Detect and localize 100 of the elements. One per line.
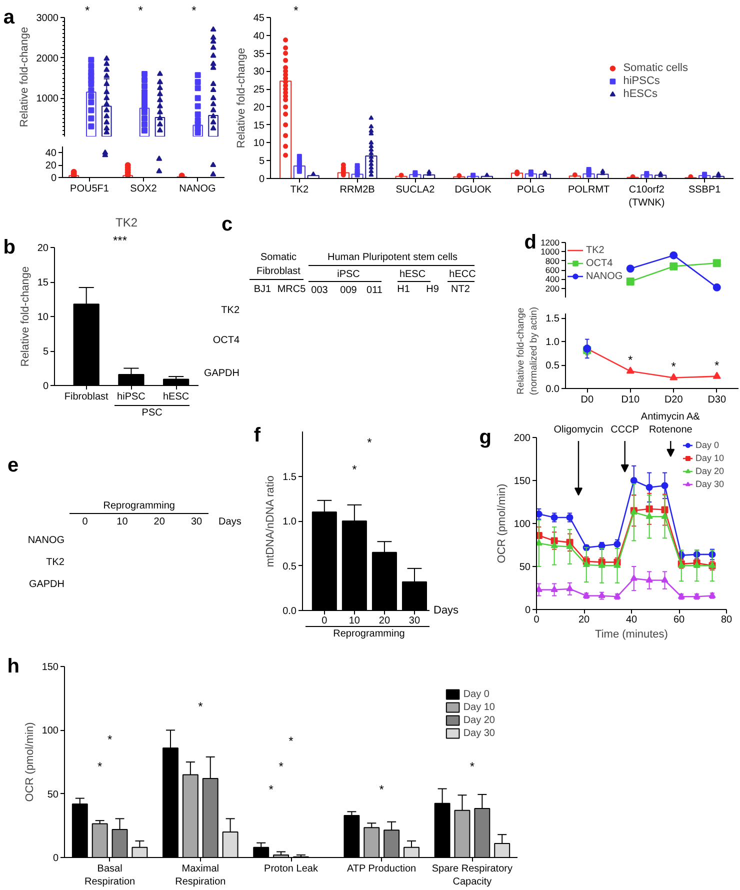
y-tick-label: 10	[253, 138, 265, 150]
y-tick-label: 800	[545, 256, 560, 266]
text: TK2	[221, 305, 240, 316]
y-tick-label: 0	[50, 173, 57, 184]
y-tick-label: 0.5	[546, 360, 560, 372]
x-tick-label: 80	[720, 614, 732, 626]
y-tick-label: 30	[253, 66, 265, 78]
x-tick-label: 0	[322, 616, 328, 626]
y-tick-label: 1200	[540, 238, 560, 248]
text: H1	[397, 284, 410, 295]
text: CCCP	[610, 424, 640, 436]
x-tick-label: POLG	[517, 184, 546, 196]
y-tick-label: GAPDH	[28, 579, 64, 590]
y-axis-title: Relative fold-change	[18, 26, 30, 128]
x-tick-label: hESC	[163, 392, 190, 402]
y-tick-label: 35	[253, 48, 265, 60]
annotation: *	[352, 462, 358, 476]
y-axis-title: OCR (pmol/min)	[24, 722, 36, 802]
y-tick-label: NANOG	[28, 535, 65, 546]
y-tick-label: 200	[545, 283, 560, 294]
x-tick-label: SSBP1	[688, 184, 722, 196]
x-tick-label: 0	[534, 614, 540, 626]
x-tick-label: D10	[621, 394, 640, 406]
y-tick-label: 45	[253, 13, 265, 24]
y-tick-label: 1.5	[546, 314, 560, 325]
y-axis-title: OCR (pmol/min)	[496, 484, 508, 564]
text: MRC5	[277, 284, 306, 295]
legend-label: hiPSCs	[623, 75, 660, 87]
text: Days	[434, 604, 460, 616]
annotation: *	[268, 782, 274, 796]
x-tick-label: 30	[408, 616, 420, 626]
text: OCT4	[212, 335, 240, 346]
y-tick-label: 0.0	[282, 606, 297, 617]
y-tick-label: 0	[524, 605, 531, 616]
y-tick-label: 100	[42, 726, 59, 737]
y-tick-label: 25	[253, 84, 265, 96]
y-tick-label: 50	[47, 789, 59, 800]
annotation: *	[98, 759, 102, 774]
annotation: *	[470, 759, 475, 774]
x-tick-label: 0	[82, 516, 88, 528]
y-tick-label: 20	[253, 102, 265, 114]
legend-label: TK2	[586, 244, 606, 256]
legend-label: Day 20	[463, 714, 495, 726]
y-axis-title: Relative fold-change (normalized by actin)	[515, 306, 540, 396]
x-tick-label: Fibroblast	[64, 392, 109, 402]
y-tick-label: 150	[514, 476, 531, 487]
y-tick-label: 0	[258, 174, 265, 185]
y-tick-label: TK2	[46, 557, 65, 568]
y-axis-title: Relative fold-change	[19, 266, 32, 367]
y-tick-label: 15	[37, 278, 49, 288]
x-axis-title: Time (minutes)	[595, 628, 668, 640]
x-tick-label: 40	[626, 614, 638, 626]
y-tick-label: 1.0	[282, 516, 297, 528]
x-tick-label: POLRMT	[568, 184, 610, 196]
legend-label: OCT4	[586, 257, 613, 269]
y-tick-label: 0	[42, 381, 49, 392]
y-axis-title: mtDNA/nDNA ratio	[264, 475, 277, 568]
x-tick-label: Spare Respiratory Capacity	[432, 864, 512, 888]
annotation: *	[379, 782, 384, 796]
y-tick-label: 0.5	[282, 561, 297, 572]
text: hECC	[449, 269, 476, 280]
chart-title: TK2	[115, 216, 138, 230]
y-tick-label: 400	[545, 274, 560, 284]
x-tick-label: POU5F1	[70, 184, 110, 194]
x-tick-label: 10	[348, 616, 360, 626]
annotation: *	[367, 435, 372, 450]
y-tick-label: 3000	[36, 13, 59, 24]
y-tick-label: 0.0	[546, 384, 560, 395]
x-tick-label: D0	[580, 394, 594, 406]
legend-label: Day 0	[695, 439, 719, 451]
text: hESC	[399, 269, 426, 280]
x-tick-label: Proton Leak	[264, 864, 319, 874]
text: Oligomycin	[554, 424, 604, 436]
text: 003	[311, 285, 328, 296]
x-tick-label: 60	[673, 614, 685, 626]
y-tick-label: 40	[253, 30, 265, 42]
x-tick-label: 30	[190, 516, 202, 528]
text: NT2	[451, 284, 470, 295]
text: Days	[218, 516, 242, 528]
y-tick-label: 200	[514, 433, 531, 444]
y-axis-title: Relative fold-change	[235, 48, 248, 148]
text: b	[3, 236, 16, 258]
x-tick-label: 10	[116, 516, 128, 528]
text: h	[7, 656, 20, 678]
text: iPSC	[337, 269, 360, 280]
text: GAPDH	[204, 368, 240, 379]
x-tick-label: ATP Production	[346, 864, 416, 874]
legend-label: NANOG	[586, 270, 623, 282]
x-tick-label: D20	[664, 394, 684, 406]
y-tick-label: 40	[45, 148, 57, 160]
text: Reprogramming	[333, 628, 405, 640]
y-tick-label: 0	[52, 853, 59, 864]
annotation: *	[107, 732, 112, 747]
legend-label: Day 30	[463, 727, 495, 739]
x-tick-label: 20	[378, 616, 390, 626]
x-tick-label: DGUOK	[454, 184, 492, 196]
text: d	[524, 232, 536, 254]
text: Somatic	[260, 252, 297, 263]
y-tick-label: 1.5	[282, 472, 297, 483]
legend-label: Day 10	[463, 701, 495, 713]
